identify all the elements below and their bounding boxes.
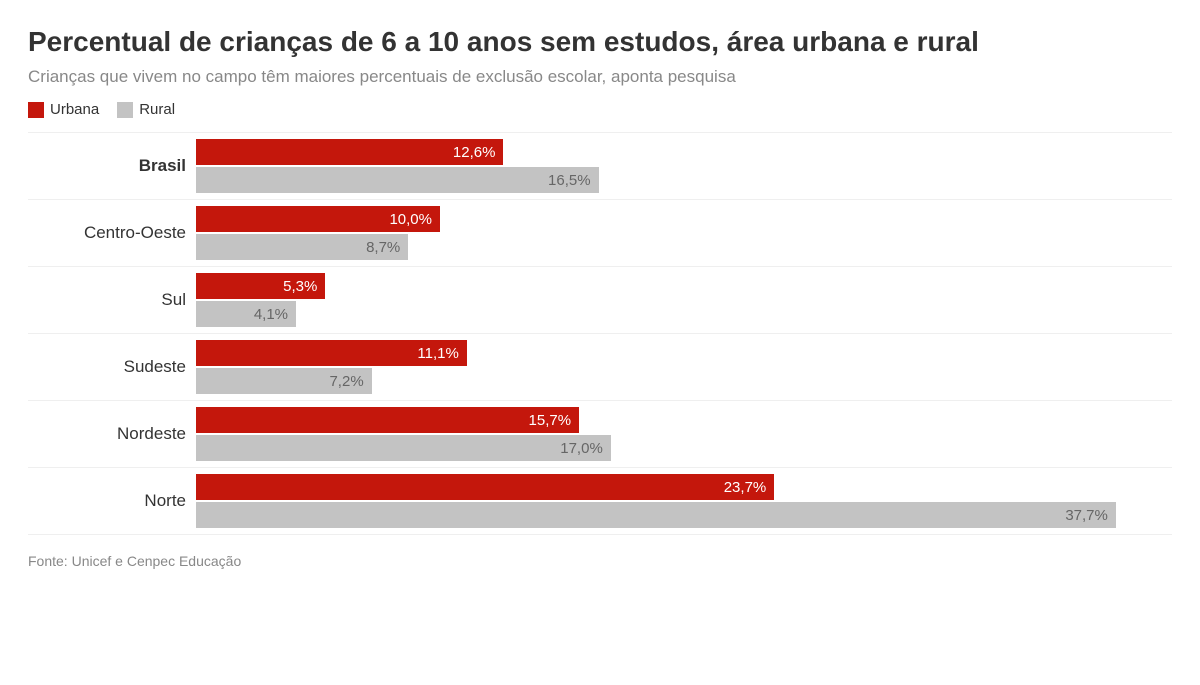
bar-row-urbana: 11,1% <box>196 340 1172 366</box>
bar-rural: 16,5% <box>196 167 599 193</box>
chart-subtitle: Crianças que vivem no campo têm maiores … <box>28 67 1172 87</box>
bar-value-rural: 4,1% <box>254 306 288 323</box>
bar-row-rural: 4,1% <box>196 301 1172 327</box>
bar-value-urbana: 10,0% <box>389 211 432 228</box>
bar-row-urbana: 15,7% <box>196 407 1172 433</box>
bar-rural: 17,0% <box>196 435 611 461</box>
chart-title: Percentual de crianças de 6 a 10 anos se… <box>28 24 1172 59</box>
chart-legend: Urbana Rural <box>28 101 1172 118</box>
bar-row-rural: 8,7% <box>196 234 1172 260</box>
legend-label-urbana: Urbana <box>50 101 99 118</box>
bar-row-rural: 16,5% <box>196 167 1172 193</box>
bar-rural: 37,7% <box>196 502 1116 528</box>
chart-row: Norte 23,7% 37,7% <box>28 467 1172 535</box>
bar-row-rural: 17,0% <box>196 435 1172 461</box>
category-label: Brasil <box>28 156 196 176</box>
bar-value-urbana: 5,3% <box>283 278 317 295</box>
bar-value-urbana: 11,1% <box>417 345 458 362</box>
legend-item-rural: Rural <box>117 101 175 118</box>
bar-pair: 23,7% 37,7% <box>196 474 1172 528</box>
bar-rural: 7,2% <box>196 368 372 394</box>
category-label: Nordeste <box>28 424 196 444</box>
legend-swatch-urbana <box>28 102 44 118</box>
chart-row: Brasil 12,6% 16,5% <box>28 132 1172 199</box>
bar-row-rural: 37,7% <box>196 502 1172 528</box>
bar-row-urbana: 23,7% <box>196 474 1172 500</box>
bar-row-rural: 7,2% <box>196 368 1172 394</box>
bar-urbana: 5,3% <box>196 273 325 299</box>
bar-value-rural: 37,7% <box>1065 507 1108 524</box>
bar-urbana: 10,0% <box>196 206 440 232</box>
bar-urbana: 11,1% <box>196 340 467 366</box>
legend-label-rural: Rural <box>139 101 175 118</box>
bar-pair: 15,7% 17,0% <box>196 407 1172 461</box>
bar-urbana: 12,6% <box>196 139 503 165</box>
bar-pair: 11,1% 7,2% <box>196 340 1172 394</box>
legend-swatch-rural <box>117 102 133 118</box>
bar-urbana: 23,7% <box>196 474 774 500</box>
chart-row: Centro-Oeste 10,0% 8,7% <box>28 199 1172 266</box>
bar-urbana: 15,7% <box>196 407 579 433</box>
category-label: Norte <box>28 491 196 511</box>
bar-row-urbana: 12,6% <box>196 139 1172 165</box>
category-label: Sudeste <box>28 357 196 377</box>
bar-row-urbana: 5,3% <box>196 273 1172 299</box>
category-label: Centro-Oeste <box>28 223 196 243</box>
bar-pair: 12,6% 16,5% <box>196 139 1172 193</box>
bar-value-rural: 8,7% <box>366 239 400 256</box>
bar-value-urbana: 12,6% <box>453 144 496 161</box>
bar-rural: 8,7% <box>196 234 408 260</box>
bar-value-urbana: 23,7% <box>724 479 767 496</box>
bar-value-rural: 16,5% <box>548 172 591 189</box>
chart-row: Sul 5,3% 4,1% <box>28 266 1172 333</box>
chart-row: Nordeste 15,7% 17,0% <box>28 400 1172 467</box>
bar-pair: 5,3% 4,1% <box>196 273 1172 327</box>
bar-value-rural: 17,0% <box>560 440 603 457</box>
bar-pair: 10,0% 8,7% <box>196 206 1172 260</box>
bar-value-urbana: 15,7% <box>529 412 572 429</box>
bar-value-rural: 7,2% <box>329 373 363 390</box>
category-label: Sul <box>28 290 196 310</box>
chart-source: Fonte: Unicef e Cenpec Educação <box>28 553 1172 569</box>
bar-rural: 4,1% <box>196 301 296 327</box>
bar-chart: Brasil 12,6% 16,5% Centro-Oeste 10,0% 8,7% Sul… <box>28 132 1172 535</box>
chart-row: Sudeste 11,1% 7,2% <box>28 333 1172 400</box>
bar-row-urbana: 10,0% <box>196 206 1172 232</box>
legend-item-urbana: Urbana <box>28 101 99 118</box>
